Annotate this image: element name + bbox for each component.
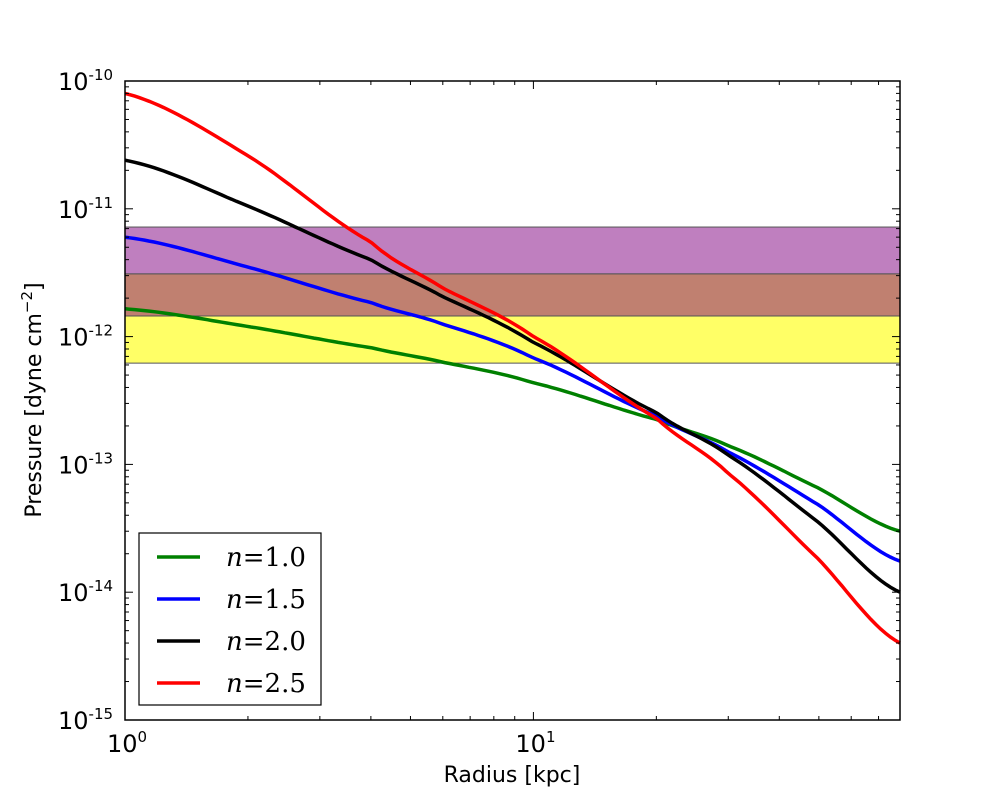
x-tick-label: 100: [107, 728, 147, 758]
y-tick-label: 10-12: [58, 322, 113, 352]
series-line-0: [124, 307, 901, 533]
series-line-1: [124, 235, 901, 563]
purple-band: [124, 226, 901, 275]
legend-label-1: n=1.5: [226, 585, 306, 615]
legend-label-3: n=2.5: [226, 669, 306, 699]
x-tick-label: 101: [515, 728, 555, 758]
y-tick-label: 10-14: [58, 577, 113, 607]
legend-box: [138, 532, 322, 706]
y-tick-label: 10-10: [58, 66, 113, 96]
x-axis-label: Radius [kpc]: [444, 763, 581, 788]
series-line-2: [124, 158, 901, 594]
legend-label-2: n=2.0: [226, 627, 306, 657]
brown-band: [124, 273, 901, 317]
legend-label-0: n=1.0: [226, 543, 306, 573]
y-tick-label: 10-13: [58, 449, 113, 479]
series-line-3: [124, 91, 901, 645]
lines-layer: [124, 91, 901, 645]
y-tick-label: 10-11: [58, 194, 113, 224]
y-tick-label: 10-15: [58, 705, 113, 735]
y-axis-label: Pressure [dyne cm−2]: [18, 282, 47, 517]
plot-frame: [124, 80, 901, 721]
bands-layer: [124, 226, 901, 364]
legend: n=1.0 n=1.5 n=2.0 n=2.5: [138, 532, 322, 706]
